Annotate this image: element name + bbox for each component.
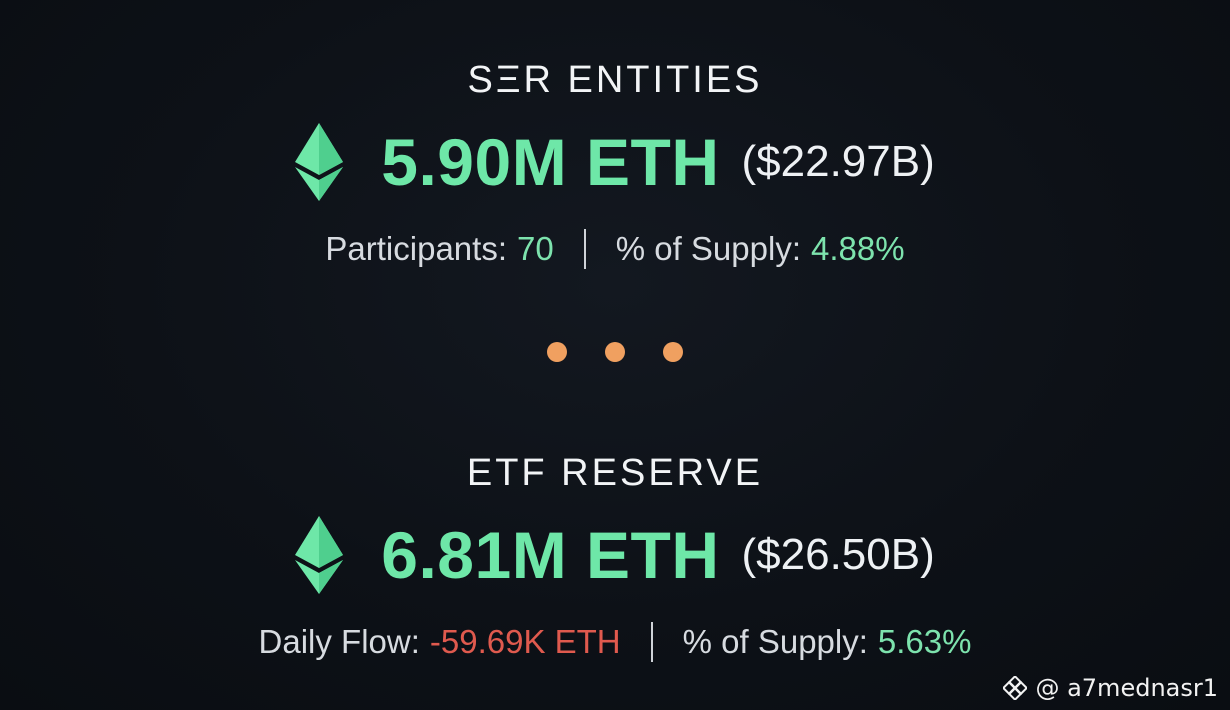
dot	[605, 342, 625, 362]
dot	[663, 342, 683, 362]
participants-label: Participants:	[325, 230, 507, 267]
stats-row: Daily Flow: -59.69K ETH % of Supply: 5.6…	[0, 618, 1230, 666]
usd-value: ($22.97B)	[741, 137, 935, 186]
amount-row: 6.81M ETH ($26.50B)	[0, 510, 1230, 600]
divider	[650, 622, 653, 662]
etf-reserve-section: ETF RESERVE 6.81M ETH ($26.50B) Daily Fl…	[0, 448, 1230, 666]
supply-value: 4.88%	[811, 230, 905, 267]
binance-icon	[1003, 676, 1028, 700]
eth-amount: 5.90M ETH	[381, 125, 720, 199]
ethereum-icon	[295, 516, 344, 594]
watermark: @ a7mednasr1	[1003, 674, 1218, 702]
section-title: ETF RESERVE	[466, 452, 764, 494]
stats-row: Participants: 70 % of Supply: 4.88%	[0, 225, 1230, 273]
amount-row: 5.90M ETH ($22.97B)	[0, 117, 1230, 207]
ellipsis-dots-icon	[0, 342, 1230, 362]
eth-amount: 6.81M ETH	[381, 518, 720, 592]
daily-flow-value: -59.69K ETH	[429, 623, 621, 660]
supply-label: % of Supply:	[615, 230, 801, 267]
participants-value: 70	[517, 230, 554, 267]
watermark-handle: @ a7mednasr1	[1035, 674, 1218, 702]
daily-flow-label: Daily Flow:	[258, 623, 420, 660]
ethereum-icon	[295, 123, 344, 201]
section-title: SΞR ENTITIES	[467, 59, 763, 101]
supply-value: 5.63%	[877, 623, 972, 660]
usd-value: ($26.50B)	[741, 530, 935, 579]
ser-entities-section: SΞR ENTITIES 5.90M ETH ($22.97B) Partici…	[0, 55, 1230, 273]
dot	[547, 342, 567, 362]
supply-label: % of Supply:	[682, 623, 868, 660]
divider	[583, 229, 586, 269]
